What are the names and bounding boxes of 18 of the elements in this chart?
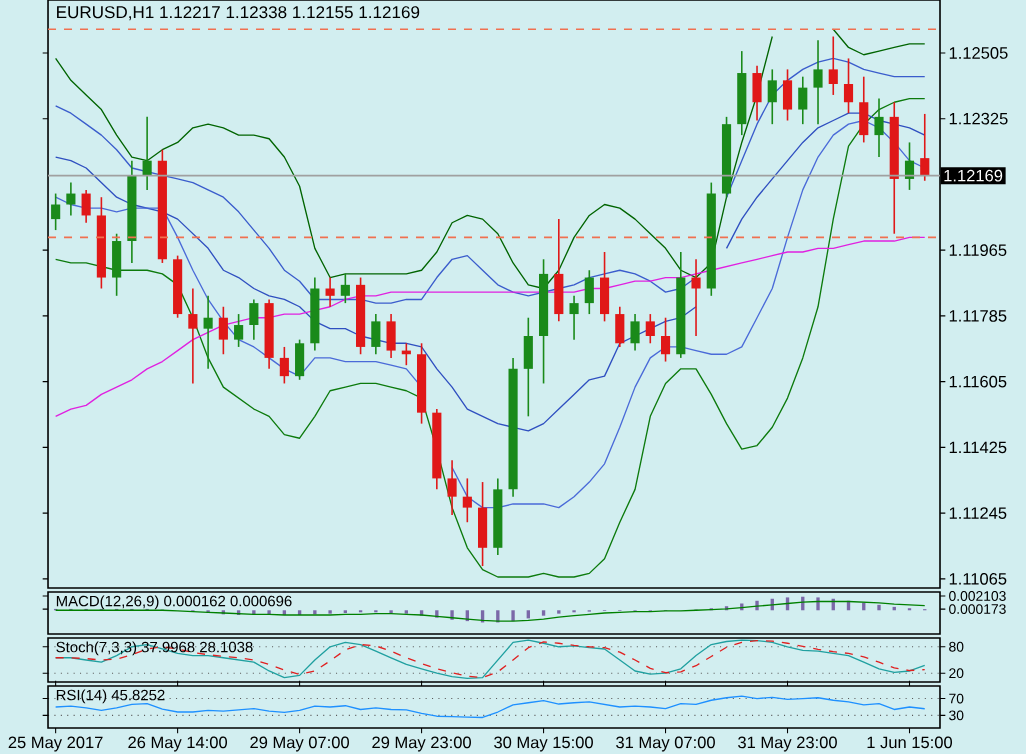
ref-line-label: 1.12169	[944, 169, 1003, 182]
x-tick-label: 31 May 23:00	[738, 736, 837, 752]
y-tick-label: 1.11065	[949, 572, 1007, 585]
x-tick-label: 29 May 07:00	[250, 736, 349, 752]
chart-title: EURUSD,H1 1.12217 1.12338 1.12155 1.12169	[57, 6, 420, 21]
y-tick-label: 1.11425	[949, 441, 1007, 454]
x-tick-label: 1 Jun 15:00	[867, 736, 953, 749]
y-tick-label: 1.11245	[949, 507, 1007, 519]
y-tick-label: 1.11785	[949, 310, 1007, 322]
x-tick-label: 31 May 07:00	[616, 736, 715, 752]
x-tick-label: 30 May 15:00	[494, 736, 593, 752]
x-tick-label: 25 May 2017	[8, 736, 103, 752]
x-tick-label: 26 May 14:00	[128, 736, 228, 752]
y-tick-label: 1.11965	[949, 244, 1007, 257]
x-tick-label: 29 May 23:00	[372, 736, 471, 752]
y-tick-label: 1.11605	[949, 375, 1007, 388]
y-tick-label: 1.12505	[949, 47, 1008, 59]
y-tick-label: 1.12325	[949, 112, 1008, 125]
